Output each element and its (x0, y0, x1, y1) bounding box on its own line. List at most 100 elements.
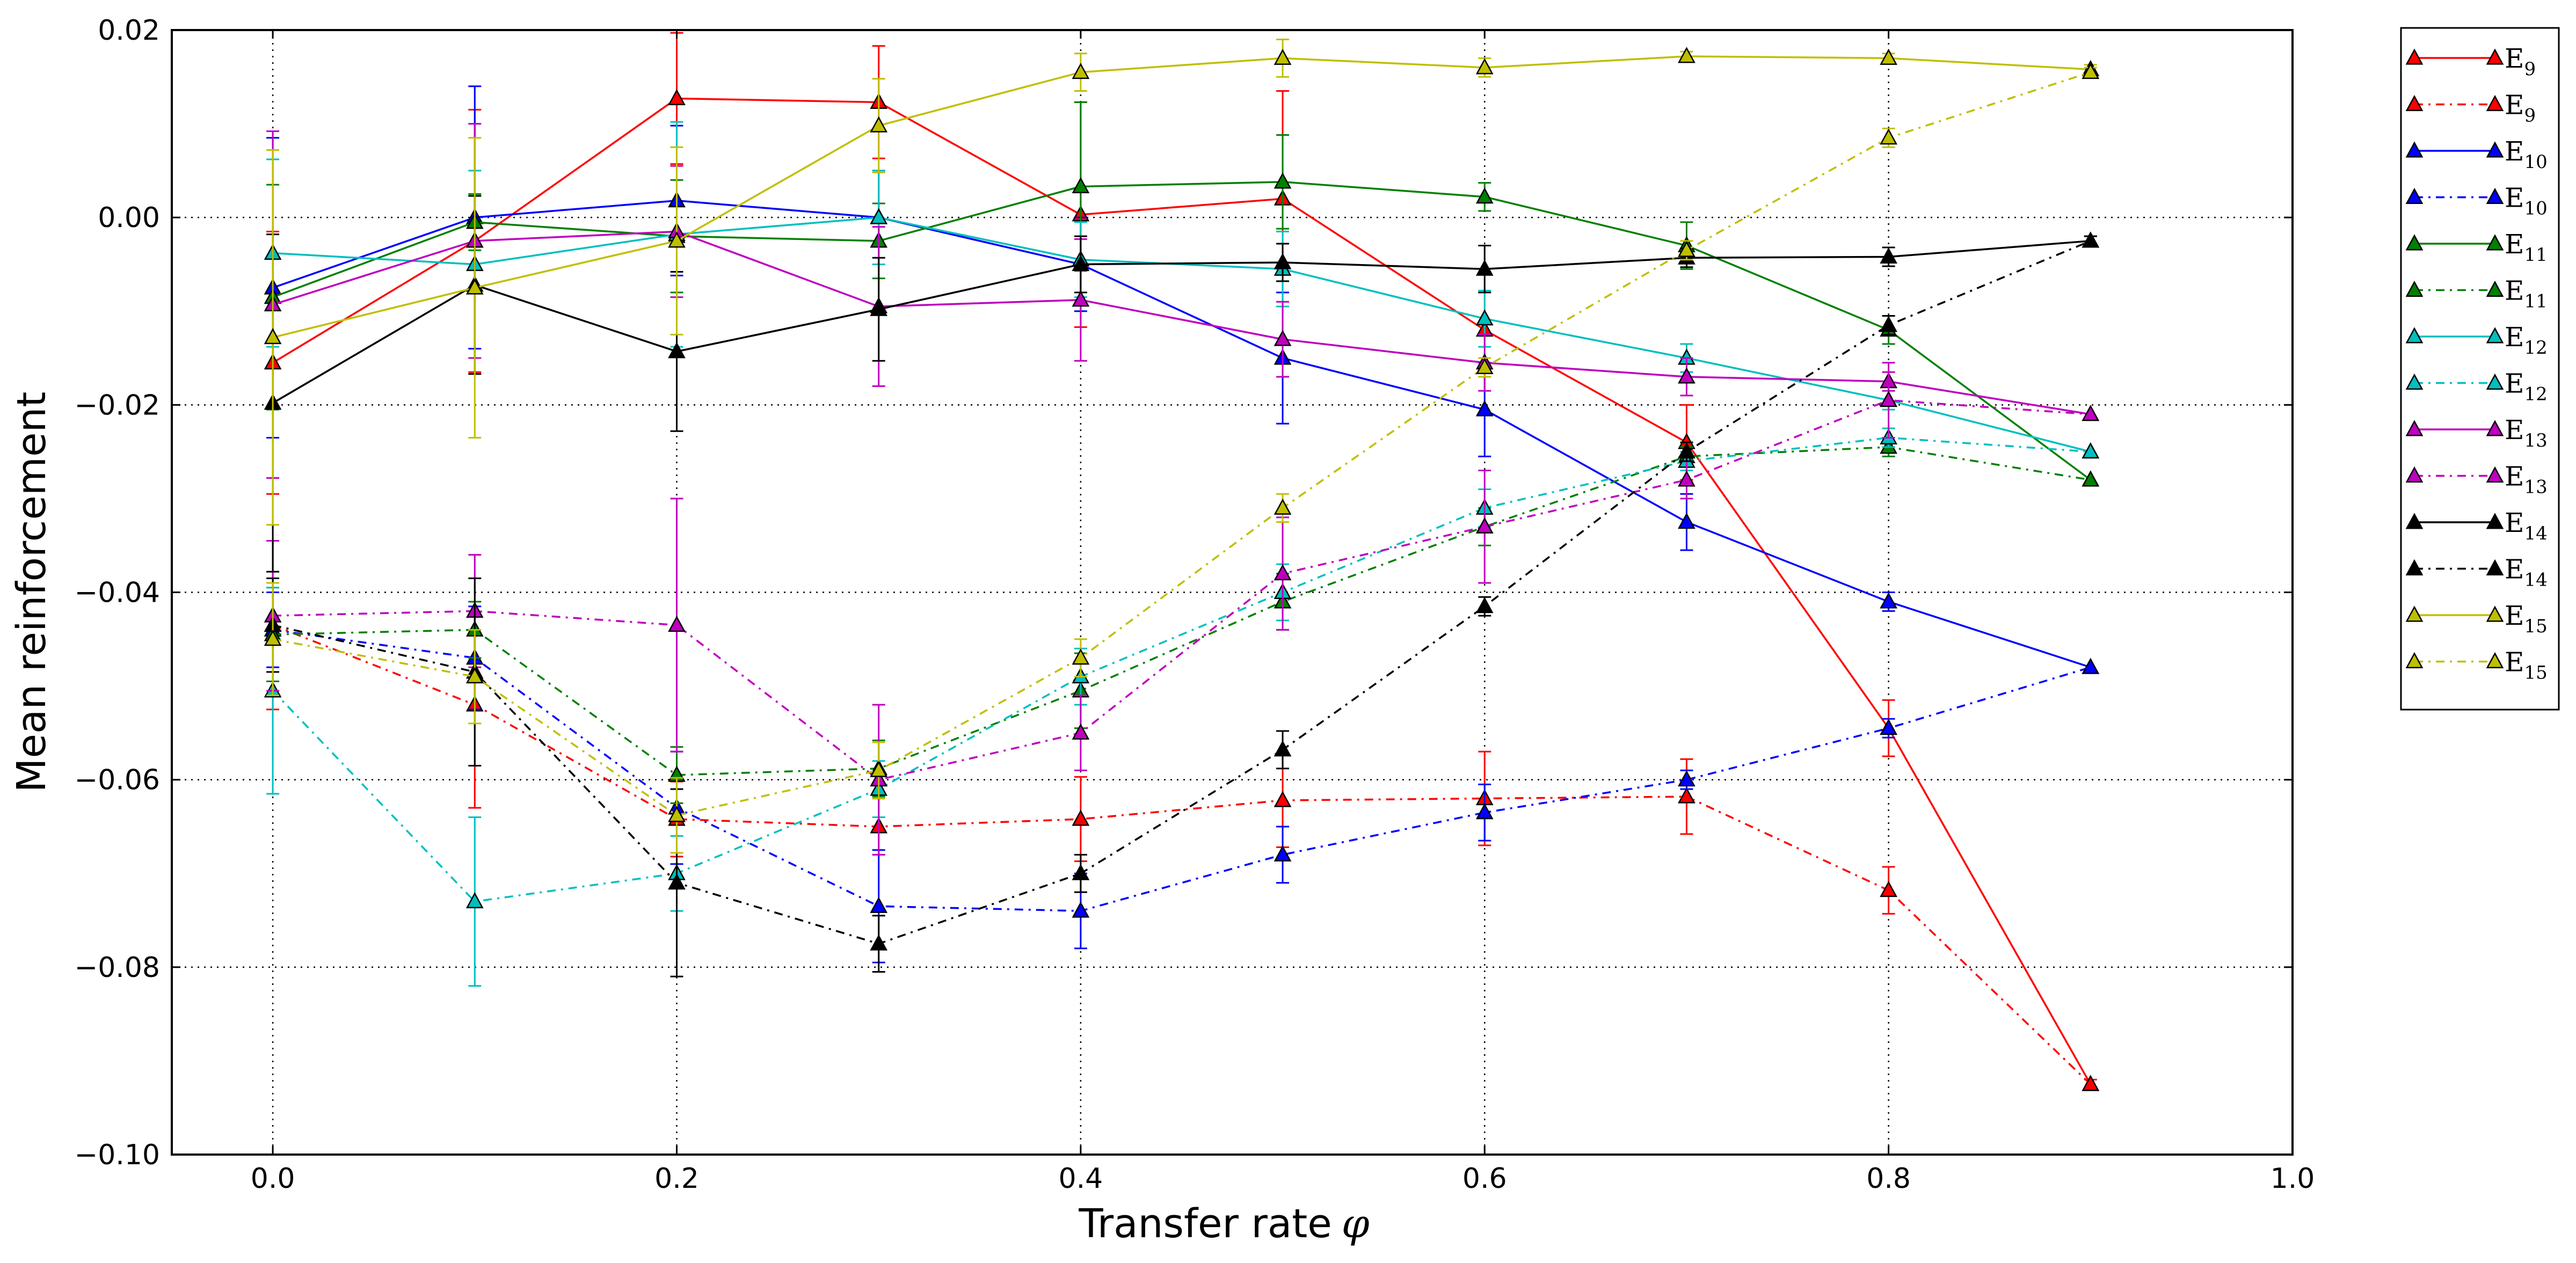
data-point-marker (668, 342, 686, 359)
legend-label-subscript: 11 (2524, 291, 2548, 312)
x-tick-label: 0.6 (1462, 1163, 1507, 1195)
data-point-marker (1072, 62, 1090, 79)
series-line (272, 629, 2091, 912)
data-point-marker (1274, 48, 1292, 65)
legend-label-subscript: 9 (2524, 105, 2536, 127)
legend-label-name: E (2505, 275, 2524, 306)
legend-label: E15 (2505, 647, 2548, 684)
legend-label: E13 (2505, 414, 2548, 451)
data-point-marker (2082, 442, 2100, 459)
data-point-marker (1678, 470, 1695, 487)
legend-label: E12 (2505, 368, 2548, 405)
data-point-marker (1678, 367, 1695, 384)
data-point-marker (668, 806, 686, 822)
legend-label-name: E (2505, 507, 2524, 538)
x-tick-label: 0.8 (1866, 1163, 1911, 1195)
data-point-marker (1274, 253, 1292, 269)
data-point-marker (1678, 512, 1695, 529)
series-line (272, 624, 2092, 1085)
legend-label-subscript: 10 (2524, 151, 2548, 173)
data-point-marker (1880, 390, 1897, 407)
data-point-marker (668, 89, 686, 105)
x-axis-label-text: Transfer rate (1078, 1201, 1331, 1247)
data-point-marker (1072, 254, 1090, 271)
data-point-marker (1475, 187, 1494, 204)
legend-marker (2486, 280, 2504, 297)
legend-marker (2486, 605, 2504, 622)
data-point-marker (668, 873, 686, 890)
legend-marker (2405, 94, 2424, 111)
x-tick-label: 0.2 (654, 1163, 699, 1195)
data-point-marker (1072, 723, 1090, 740)
data-point-marker (465, 892, 484, 909)
series-line (272, 199, 2091, 668)
y-tick-label: −0.02 (75, 389, 160, 421)
legend-marker (2486, 187, 2504, 204)
legend-marker (2486, 420, 2504, 436)
series-E15-solid (264, 38, 2100, 526)
data-point-marker (2082, 1075, 2100, 1091)
series-E15-dashdot (264, 62, 2100, 854)
series-line (272, 436, 2091, 903)
data-point-marker (1678, 787, 1695, 804)
legend-marker (2486, 652, 2504, 668)
legend-label-subscript: 13 (2524, 477, 2548, 498)
data-point-marker (1475, 357, 1494, 374)
series-line (272, 97, 2092, 1085)
legend-label-name: E (2505, 368, 2524, 399)
data-point-marker (2082, 470, 2100, 487)
legend-label-subscript: 14 (2524, 523, 2548, 544)
legend-label: E14 (2505, 554, 2548, 591)
data-point-marker (668, 231, 686, 248)
legend-label: E9 (2505, 90, 2536, 127)
data-point-marker (1475, 58, 1494, 75)
legend-marker (2486, 559, 2504, 575)
data-point-marker (1880, 316, 1897, 332)
data-point-marker (2082, 62, 2100, 79)
legend-label-subscript: 11 (2524, 244, 2548, 266)
data-point-marker (1678, 442, 1695, 459)
data-point-marker (870, 116, 888, 133)
series-layer (264, 32, 2100, 1091)
series-line (272, 230, 2091, 415)
data-point-marker (1475, 259, 1494, 276)
data-point-marker (1072, 648, 1090, 665)
data-point-marker (1880, 881, 1897, 897)
legend-label-name: E (2505, 461, 2524, 492)
y-tick-label: 0.00 (98, 202, 160, 234)
legend-label-name: E (2505, 414, 2524, 446)
series-line (272, 55, 2091, 339)
legend-label-name: E (2505, 43, 2524, 74)
legend-label-name: E (2505, 647, 2524, 678)
legend-marker (2486, 327, 2504, 344)
data-point-marker (1274, 564, 1292, 581)
legend-label-subscript: 14 (2524, 570, 2548, 591)
data-point-marker (1880, 592, 1897, 609)
data-point-marker (1678, 47, 1695, 63)
data-point-marker (1072, 901, 1090, 918)
legend-marker (2405, 559, 2424, 575)
data-point-marker (668, 615, 686, 632)
legend-marker (2405, 652, 2424, 668)
legend-marker (2486, 466, 2504, 483)
legend-label: E11 (2505, 275, 2548, 312)
data-point-marker (1072, 809, 1090, 826)
data-point-marker (264, 328, 282, 345)
legend-label: E10 (2505, 136, 2548, 173)
legend-marker (2405, 48, 2424, 65)
legend-marker (2405, 234, 2424, 251)
legend-marker (2486, 141, 2504, 158)
legend-label-subscript: 13 (2524, 430, 2548, 451)
data-point-marker (870, 208, 888, 224)
data-point-marker (1880, 128, 1897, 145)
data-point-marker (870, 896, 888, 913)
data-point-marker (1072, 290, 1090, 307)
legend-label-subscript: 10 (2524, 198, 2548, 220)
data-point-marker (465, 278, 484, 295)
data-point-marker (1880, 247, 1897, 264)
legend-marker (2405, 420, 2424, 436)
legend-marker (2486, 48, 2504, 65)
data-point-marker (1475, 803, 1494, 820)
legend-marker (2405, 187, 2424, 204)
